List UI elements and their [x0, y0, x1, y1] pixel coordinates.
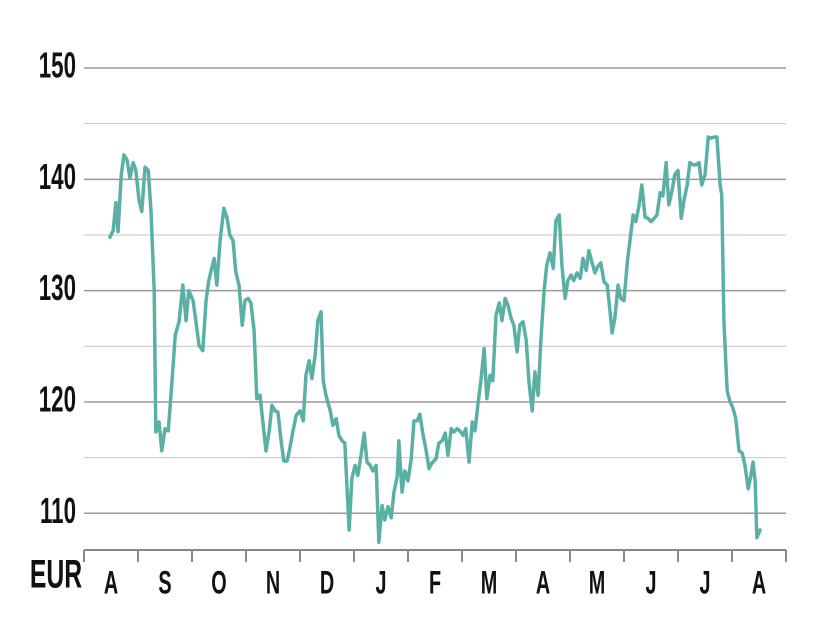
x-tick-label: J [375, 565, 386, 601]
x-tick-label: M [481, 565, 498, 601]
x-tick-label: A [536, 565, 550, 601]
x-tick-label: J [645, 565, 656, 601]
y-tick-label: 120 [39, 380, 76, 420]
y-tick-label: 130 [39, 269, 76, 309]
x-tick-label: O [211, 565, 226, 601]
x-tick-label: F [429, 565, 441, 601]
y-tick-label: 110 [40, 492, 76, 532]
x-tick-label: S [158, 565, 171, 601]
x-tick-label: N [266, 565, 280, 601]
y-tick-label: 140 [39, 158, 76, 198]
x-tick-label: A [752, 565, 766, 601]
y-tick-label: 150 [39, 46, 76, 86]
x-tick-label: M [589, 565, 606, 601]
x-tick-label: A [104, 565, 118, 601]
x-tick-label: D [320, 565, 334, 601]
x-tick-label: J [699, 565, 710, 601]
y-axis-label: EUR [30, 553, 82, 597]
price-line [108, 135, 762, 544]
